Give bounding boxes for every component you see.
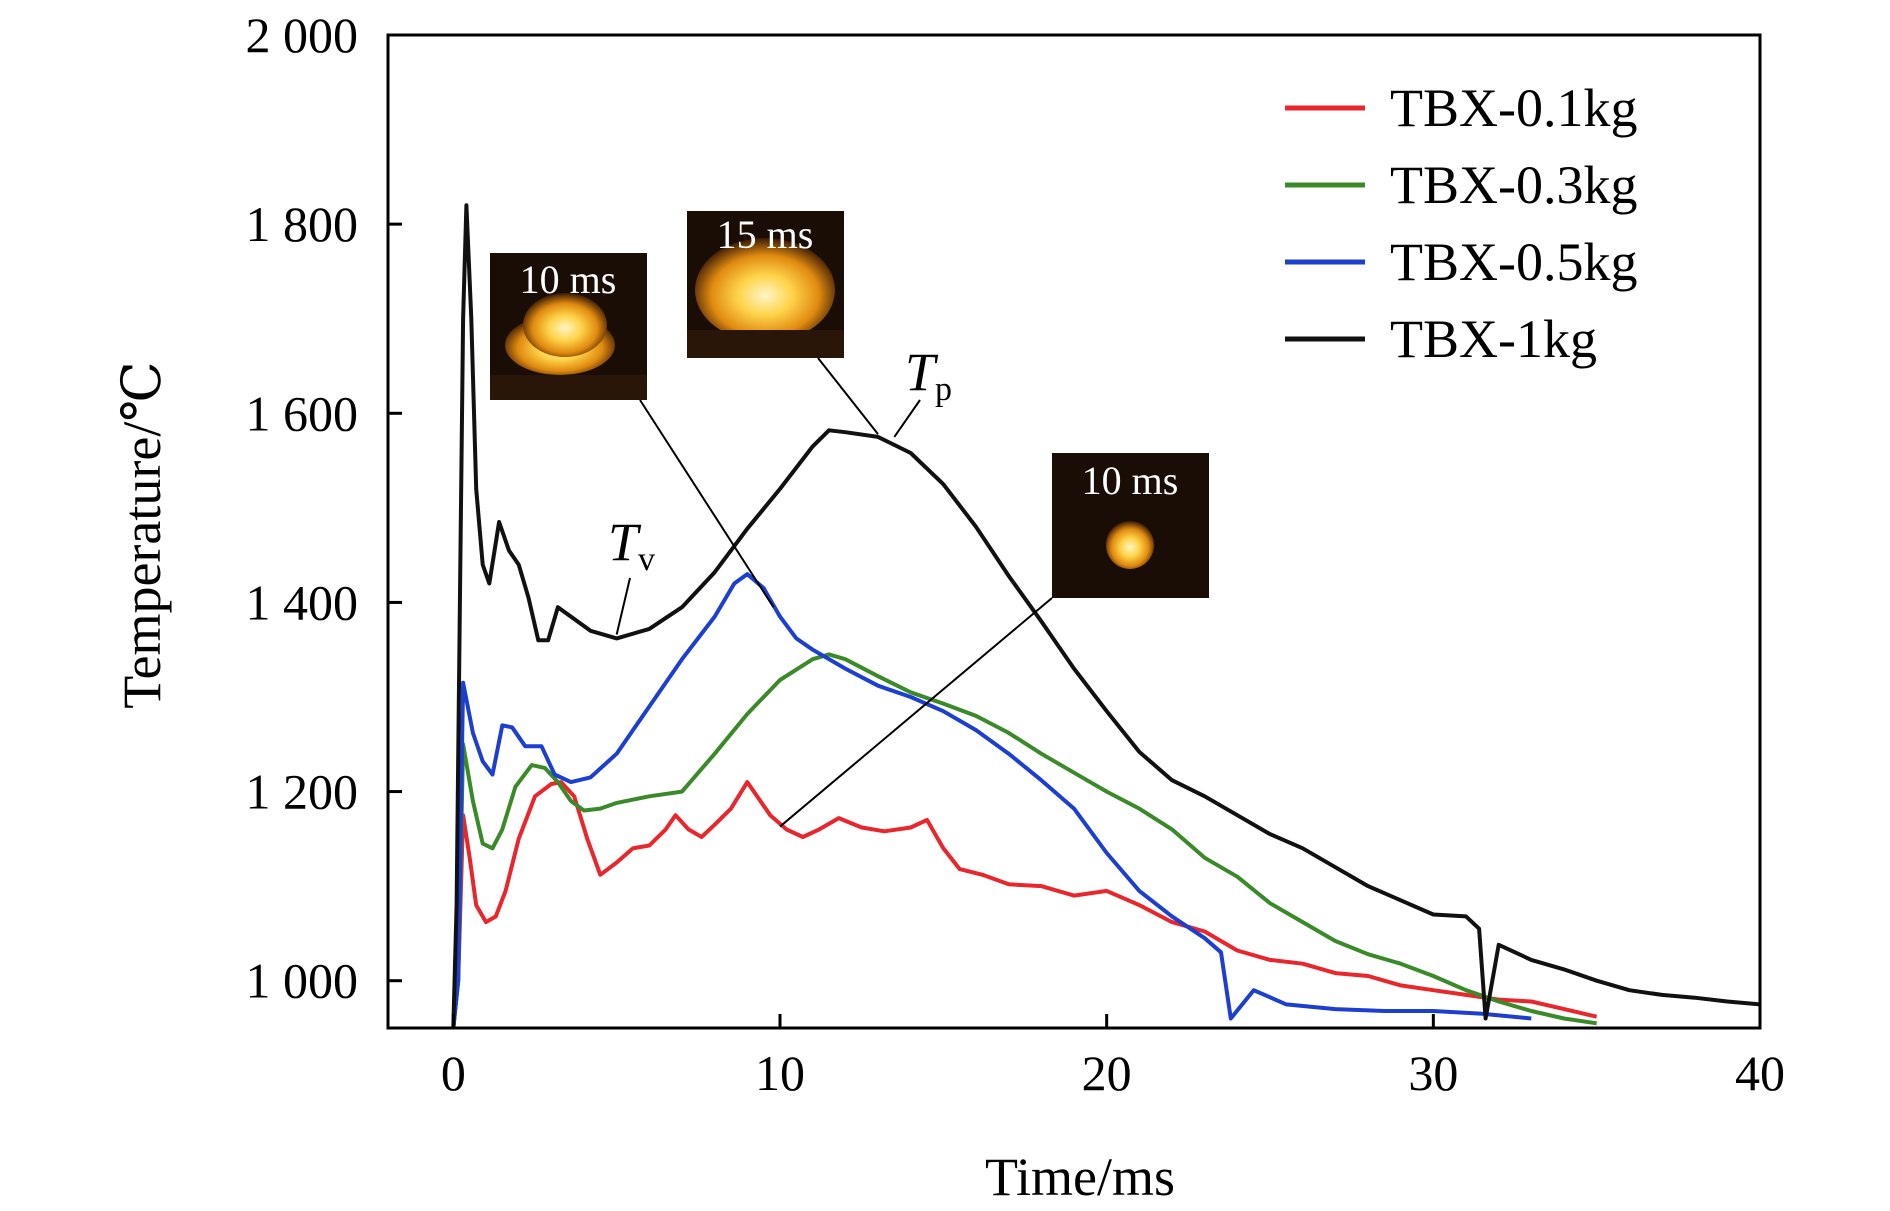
inset-photo-1-label: 10 ms [520,257,617,302]
y-tick-label: 1 400 [246,574,359,630]
y-tick-label: 1 800 [246,196,359,252]
y-tick-label: 2 000 [246,7,359,63]
annotation-tp: Tp [905,342,952,408]
inset-photo-3: 10 ms [1052,453,1209,598]
y-tick-label: 1 200 [246,764,359,820]
leader-lines [615,357,1053,828]
inset-photo-2-label: 15 ms [717,212,814,257]
y-tick-label: 1 000 [246,953,359,1009]
inset-photo-3-label: 10 ms [1082,458,1179,503]
series-line-3 [451,572,1532,1028]
series-layer [451,203,1760,1028]
x-tick-label: 30 [1408,1045,1458,1101]
plot-frame [386,33,1762,1030]
x-tick-label: 20 [1082,1045,1132,1101]
inset-leader-3 [779,597,1053,828]
legend-label-1: TBX-0.1kg [1390,78,1637,138]
annotation-tv-leader [615,577,631,635]
inset-leader-2 [817,357,879,435]
x-axis-label: Time/ms [985,1147,1175,1207]
inset-photo-2: 15 ms [687,211,844,358]
annotation-tp-leader [893,399,921,438]
legend-label-4: TBX-1kg [1390,309,1597,369]
y-axis-label: Temperature/℃ [112,361,172,708]
y-tick-label: 1 600 [246,385,359,441]
legend-label-3: TBX-0.5kg [1390,232,1637,292]
x-tick-label: 40 [1735,1045,1785,1101]
inset-photo-1: 10 ms [490,253,647,400]
legend-label-2: TBX-0.3kg [1390,155,1637,215]
annotation-tv: Tv [608,512,655,578]
ticks: 0 10 20 30 40 1 000 1 200 1 400 1 600 1 800 2 000 [246,7,1786,1101]
x-tick-label: 10 [755,1045,805,1101]
legend: TBX-0.1kg TBX-0.3kg TBX-0.5kg TBX-1kg [1285,78,1637,369]
series-line-1 [451,780,1598,1028]
series-line-2 [451,652,1597,1028]
x-tick-label: 0 [441,1045,466,1101]
series-line-4 [451,203,1760,1028]
inset-leader-1 [639,399,775,608]
